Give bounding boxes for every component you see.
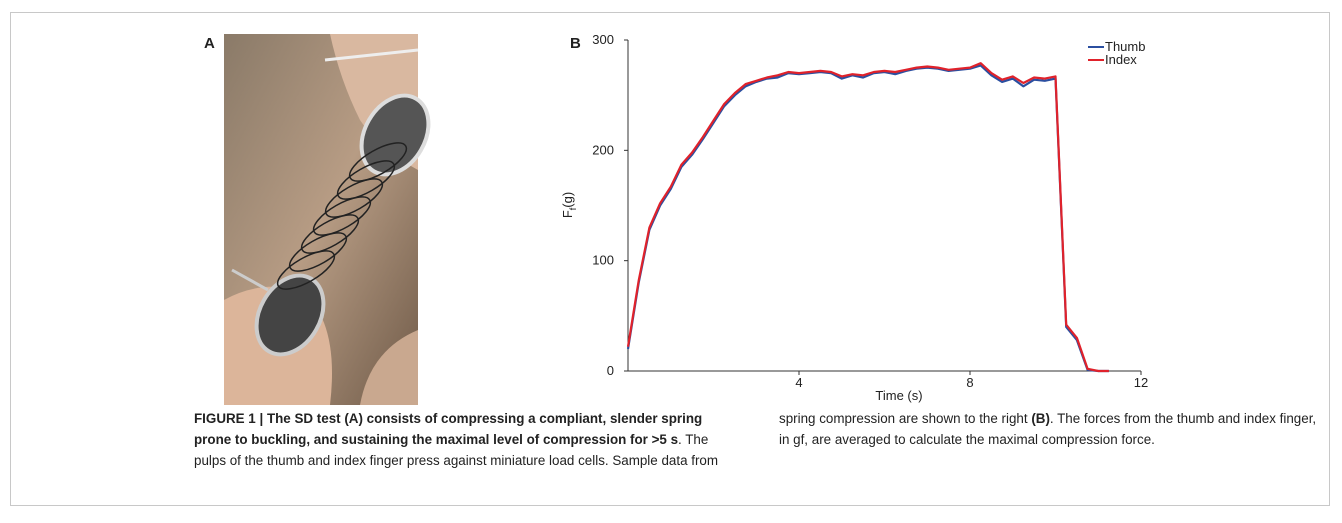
x-tick-label: 8 bbox=[966, 375, 973, 390]
y-label-sub: f bbox=[568, 207, 578, 210]
caption-ref: (B) bbox=[1031, 411, 1050, 426]
series-line bbox=[626, 64, 1109, 373]
legend-label: Index bbox=[1105, 52, 1137, 67]
x-axis-title: Time (s) bbox=[875, 388, 922, 403]
panel-label: B bbox=[570, 35, 581, 52]
photo bbox=[224, 34, 431, 405]
y-label-main: F bbox=[560, 210, 575, 218]
x-tick-label: 12 bbox=[1134, 375, 1148, 390]
series-line bbox=[626, 62, 1109, 373]
panel-label: A bbox=[204, 35, 215, 52]
y-tick-label: 300 bbox=[592, 32, 614, 47]
legend-label: Thumb bbox=[1105, 39, 1145, 54]
caption-text: . The pulps of the thumb and index finge… bbox=[194, 411, 1032, 468]
figure: A B Time (s) Ff(g) 0 100 200 300 4 8 12 ThumbIn… bbox=[204, 32, 1148, 405]
y-axis-title: Ff(g) bbox=[560, 192, 578, 218]
x-tick-label: 4 bbox=[795, 375, 802, 390]
y-label-unit: (g) bbox=[560, 192, 575, 208]
caption-text: . The forces from the thumb and index fi… bbox=[779, 411, 1317, 447]
figure-frame bbox=[10, 12, 1330, 506]
caption-lead: FIGURE 1 | The SD test (A) consists of c… bbox=[194, 411, 703, 447]
y-tick-label: 200 bbox=[592, 142, 614, 157]
y-tick-label: 100 bbox=[592, 253, 614, 268]
y-tick-label: 0 bbox=[607, 363, 614, 378]
caption: FIGURE 1 | The SD test (A) consists of c… bbox=[194, 408, 1324, 471]
